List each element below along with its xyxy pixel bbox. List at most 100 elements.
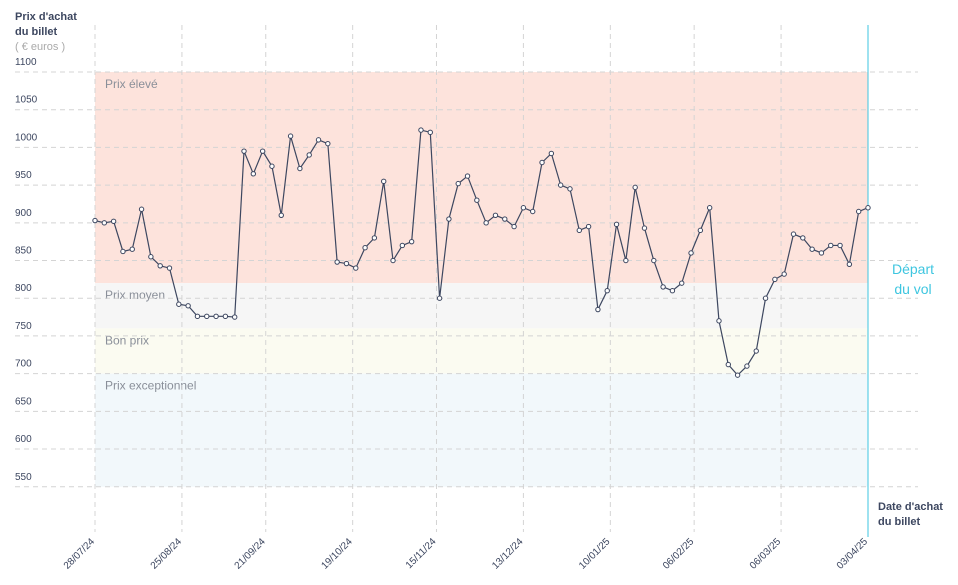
y-tick-label: 900	[15, 208, 32, 219]
price-point	[455, 180, 461, 187]
price-point	[706, 205, 713, 211]
y-tick-label: 1000	[15, 132, 38, 143]
price-point	[390, 257, 396, 264]
price-point	[446, 216, 452, 222]
price-point	[539, 159, 545, 166]
price-point	[623, 257, 629, 264]
price-point	[231, 314, 238, 320]
price-point	[297, 165, 303, 172]
price-point	[697, 227, 704, 234]
price-point	[641, 225, 648, 231]
band-label: Prix moyen	[105, 288, 165, 302]
price-point	[762, 295, 769, 301]
price-point	[716, 318, 722, 324]
price-point	[138, 206, 145, 212]
bands	[95, 72, 868, 487]
price-point	[734, 372, 741, 378]
price-point	[585, 223, 592, 230]
price-point	[474, 197, 480, 203]
price-point	[595, 306, 601, 313]
price-point	[408, 238, 415, 245]
price-point	[222, 313, 229, 320]
price-point	[241, 148, 247, 154]
price-point	[744, 363, 750, 369]
price-point	[567, 186, 573, 192]
x-tick-label: 21/09/24	[233, 536, 269, 572]
band	[95, 72, 868, 284]
price-point	[679, 280, 685, 286]
price-point	[334, 259, 340, 265]
y-tick-label: 800	[15, 283, 32, 294]
x-tick-label: 28/07/24	[62, 536, 98, 572]
x-tick-label: 06/03/25	[748, 536, 784, 572]
price-point	[828, 242, 834, 249]
price-point	[781, 271, 787, 277]
annotation: du vol	[894, 281, 931, 297]
price-point	[837, 242, 843, 249]
price-point	[800, 235, 806, 241]
x-axis-title: Date d'achat	[878, 501, 943, 513]
price-point	[306, 152, 312, 158]
price-point	[148, 254, 154, 260]
price-point	[669, 287, 676, 294]
price-point	[846, 261, 853, 267]
price-point	[250, 171, 257, 177]
y-tick-label: 550	[15, 472, 32, 483]
band	[95, 283, 868, 329]
price-point	[725, 361, 732, 368]
price-point	[110, 218, 117, 225]
price-point	[855, 208, 862, 215]
price-point	[753, 348, 759, 354]
price-point	[278, 212, 284, 218]
price-point	[166, 265, 173, 271]
price-point	[176, 301, 182, 307]
y-tick-label: 700	[15, 359, 32, 370]
price-point	[120, 248, 126, 255]
band-label: Prix élevé	[105, 77, 158, 91]
band-label: Bon prix	[105, 333, 149, 347]
price-point	[287, 133, 294, 139]
price-point	[483, 220, 489, 226]
price-point	[464, 173, 471, 179]
price-point	[436, 295, 443, 301]
price-point	[809, 246, 815, 252]
x-tick-label: 06/02/25	[661, 536, 697, 572]
price-point	[353, 265, 359, 271]
y-tick-label: 1100	[15, 57, 37, 68]
price-point	[204, 313, 210, 320]
price-point	[371, 235, 378, 241]
price-point	[362, 245, 368, 251]
price-point	[315, 137, 322, 143]
price-point	[92, 217, 98, 224]
y-tick-label: 600	[15, 434, 32, 445]
price-point	[818, 250, 825, 256]
price-point	[129, 246, 135, 252]
x-tick-label: 03/04/25	[835, 536, 871, 572]
price-point	[520, 205, 527, 211]
price-point	[511, 223, 517, 230]
annotation: Départ	[892, 261, 934, 277]
price-point	[772, 276, 778, 283]
price-point	[576, 227, 582, 234]
x-tick-label: 13/12/24	[490, 536, 526, 572]
price-point	[427, 129, 433, 136]
price-point	[632, 184, 638, 191]
price-point	[157, 263, 163, 269]
price-point	[325, 140, 331, 147]
x-axis-title: du billet	[878, 516, 921, 528]
y-tick-label: 1050	[15, 95, 38, 106]
y-axis-unit: ( € euros )	[15, 41, 65, 53]
price-point	[492, 212, 499, 218]
y-axis-title: du billet	[15, 26, 58, 38]
y-tick-label: 650	[15, 396, 32, 407]
price-point	[269, 163, 275, 169]
price-point	[194, 313, 201, 320]
y-tick-label: 850	[15, 246, 32, 257]
price-point	[548, 150, 555, 157]
x-tick-label: 25/08/24	[149, 536, 185, 572]
price-point	[660, 284, 666, 290]
price-point	[343, 260, 350, 267]
price-point	[790, 231, 797, 237]
y-axis-title: Prix d'achat	[15, 11, 77, 23]
